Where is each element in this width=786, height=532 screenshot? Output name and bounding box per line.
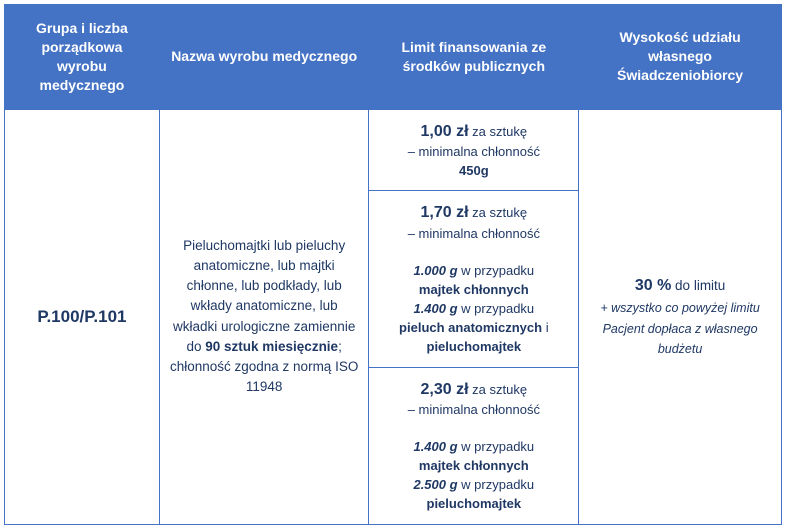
data-row: P.100/P.101 Pieluchomajtki lub pieluchy … (5, 109, 782, 524)
w2a: 1.000 g (413, 263, 457, 278)
desc-bold: 90 sztuk miesięcznie (205, 339, 338, 354)
w3a: 1.400 g (413, 439, 457, 454)
limit-row-1: 1,00 zł za sztukę – minimalna chłonność … (369, 110, 578, 191)
product-code-cell: P.100/P.101 (5, 109, 160, 524)
limit-row-2: 1,70 zł za sztukę – minimalna chłonność … (369, 191, 578, 367)
t3b: w przypadku (458, 477, 535, 492)
limit-cell-3: 2,30 zł za sztukę – minimalna chłonność … (369, 367, 578, 524)
header-group: Grupa i liczba porządkowa wyrobu medyczn… (5, 5, 160, 110)
b2a: majtek chłonnych (419, 282, 529, 297)
financing-limits-cell: 1,00 zł za sztukę – minimalna chłonność … (369, 109, 579, 524)
desc-text-1: Pieluchomajtki lub pieluchy anatomiczne,… (173, 238, 355, 354)
contribution-tail: do limitu (671, 278, 725, 293)
product-description-cell: Pieluchomajtki lub pieluchy anatomiczne,… (159, 109, 369, 524)
contribution-note: + wszystko co powyżej limitu Pacjent dop… (600, 301, 759, 356)
price-tail-2: za sztukę (469, 205, 528, 220)
limit-cell-2: 1,70 zł za sztukę – minimalna chłonność … (369, 191, 578, 367)
b3b: pieluchomajtek (427, 496, 522, 511)
w3b: 2.500 g (413, 477, 457, 492)
contribution-cell: 30 % do limitu + wszystko co powyżej lim… (579, 109, 782, 524)
absorb-label-3: – minimalna chłonność (408, 402, 540, 417)
absorb-label-1: – minimalna chłonność (408, 144, 540, 159)
header-contribution: Wysokość udziału własnego Świadczeniobio… (579, 5, 782, 110)
price-tail-3: za sztukę (469, 382, 528, 397)
t2b: w przypadku (458, 301, 535, 316)
price-2: 1,70 zł (421, 204, 469, 221)
b2b: pieluch anatomicznych (399, 320, 542, 335)
b2c: pieluchomajtek (427, 339, 522, 354)
t3a: w przypadku (458, 439, 535, 454)
w2b: 1.400 g (413, 301, 457, 316)
t2a: w przypadku (458, 263, 535, 278)
absorb-label-2: – minimalna chłonność (408, 226, 540, 241)
contribution-percent: 30 % (635, 277, 671, 294)
header-row: Grupa i liczba porządkowa wyrobu medyczn… (5, 5, 782, 110)
weight-1: 450g (459, 163, 489, 178)
limit-row-3: 2,30 zł za sztukę – minimalna chłonność … (369, 367, 578, 524)
and2: i (542, 320, 549, 335)
product-code: P.100/P.101 (37, 307, 126, 326)
price-tail-1: za sztukę (469, 124, 528, 139)
price-1: 1,00 zł (421, 123, 469, 140)
limits-inner-table: 1,00 zł za sztukę – minimalna chłonność … (369, 110, 578, 524)
header-product: Nazwa wyrobu medycznego (159, 5, 369, 110)
limit-cell-1: 1,00 zł za sztukę – minimalna chłonność … (369, 110, 578, 191)
header-limit: Limit finansowania ze środków publicznyc… (369, 5, 579, 110)
reimbursement-table: Grupa i liczba porządkowa wyrobu medyczn… (4, 4, 782, 525)
b3a: majtek chłonnych (419, 458, 529, 473)
price-3: 2,30 zł (421, 381, 469, 398)
